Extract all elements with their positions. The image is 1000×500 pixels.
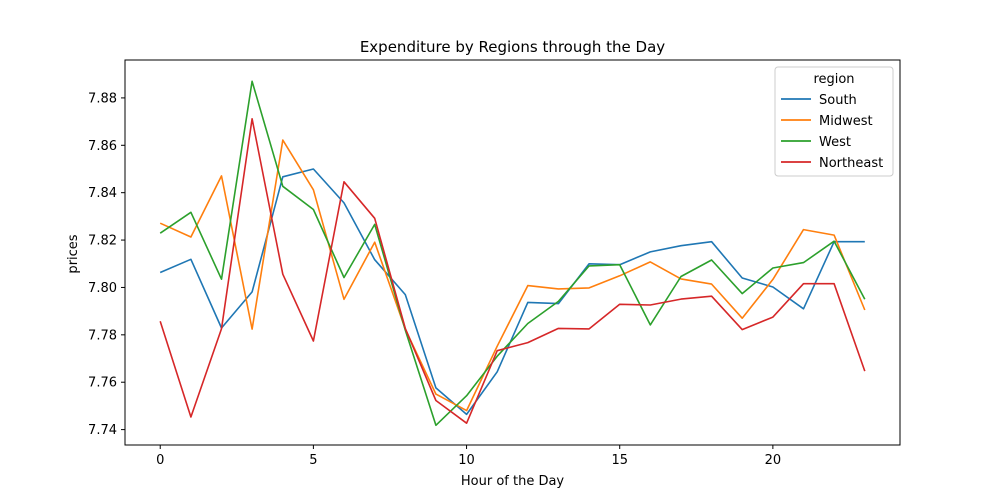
- x-tick-label-0: 0: [156, 453, 164, 468]
- y-tick-label-6: 7.86: [88, 139, 117, 154]
- y-axis: 7.74 7.76 7.78 7.80 7.82 7.84 7.86 7.88: [88, 91, 125, 438]
- series-line-1: [159, 139, 866, 412]
- x-tick-label-4: 20: [765, 453, 782, 468]
- y-tick-label-5: 7.84: [88, 186, 117, 201]
- y-tick-label-3: 7.80: [88, 281, 117, 296]
- series-line-2: [159, 80, 866, 427]
- legend: region South Midwest West Northeast: [774, 66, 894, 177]
- legend-label-3: Northeast: [819, 156, 883, 171]
- y-tick-label-2: 7.78: [88, 328, 117, 343]
- y-tick-label-7: 7.88: [88, 91, 117, 106]
- chart-title: Expenditure by Regions through the Day: [360, 38, 665, 56]
- series-line-3: [159, 118, 866, 425]
- legend-label-2: West: [819, 135, 851, 150]
- series-line-0: [159, 168, 865, 416]
- legend-label-1: Midwest: [819, 114, 873, 129]
- y-tick-label-0: 7.74: [88, 423, 117, 438]
- plot-lines: [159, 80, 866, 427]
- x-tick-label-3: 15: [611, 453, 628, 468]
- x-tick-label-1: 5: [309, 453, 317, 468]
- legend-label-0: South: [819, 93, 857, 108]
- y-tick-label-1: 7.76: [88, 376, 117, 391]
- y-tick-label-4: 7.82: [88, 234, 117, 249]
- plot-frame: [124, 59, 901, 446]
- legend-entries: South Midwest West Northeast: [781, 93, 883, 171]
- x-axis-label: Hour of the Day: [461, 474, 565, 489]
- legend-title: region: [813, 72, 854, 87]
- legend-box: [774, 66, 894, 177]
- y-axis-label: prices: [66, 234, 81, 273]
- x-axis: 0 5 10 15 20: [156, 445, 781, 468]
- x-tick-label-2: 10: [458, 453, 475, 468]
